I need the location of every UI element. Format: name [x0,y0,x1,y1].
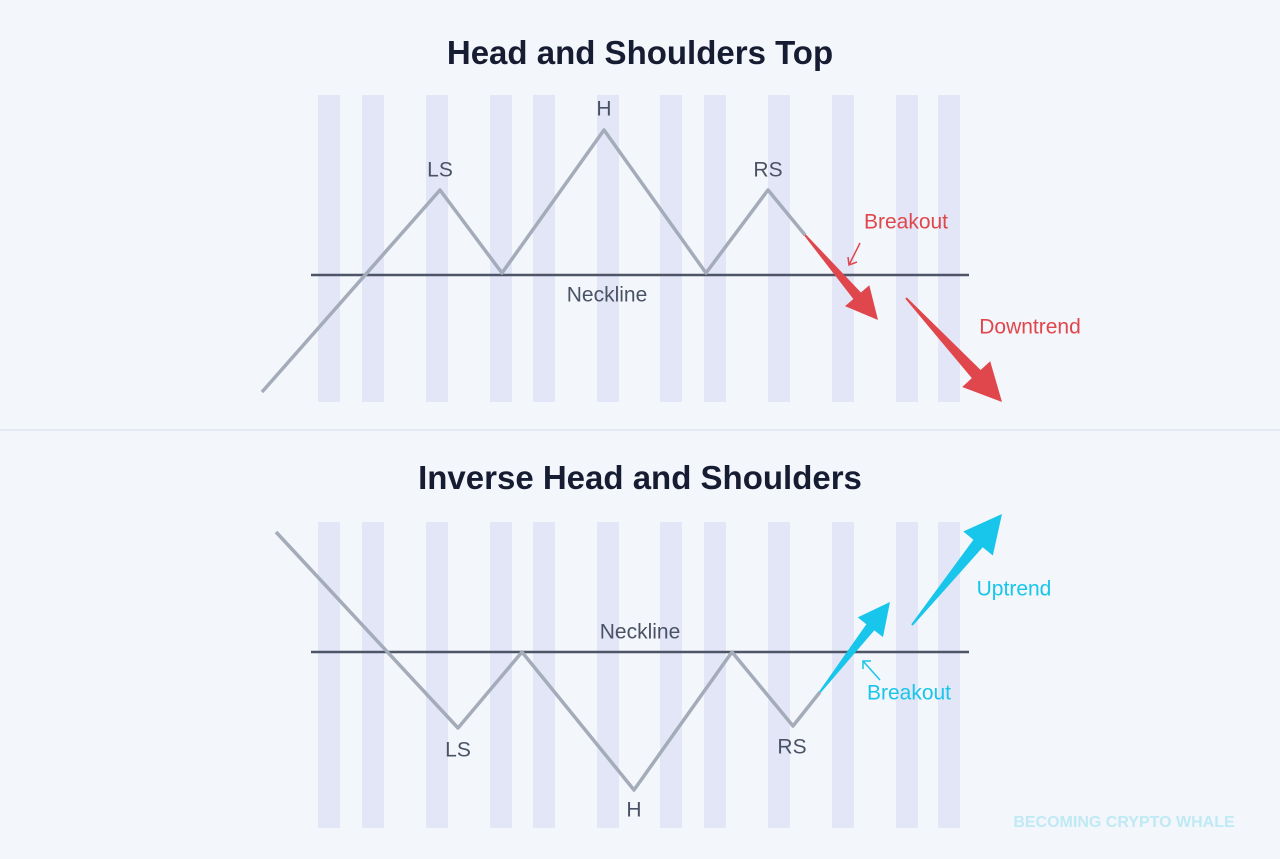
price-line [274,530,822,792]
pointer [847,256,858,267]
pointer [862,660,871,669]
stripe [362,95,384,402]
stripe [426,95,448,402]
stripe [660,522,682,828]
pointer [862,660,881,681]
stripe [938,522,960,828]
stripe [490,95,512,402]
stripe [597,522,619,828]
trend-arrow [905,297,1002,402]
title: Head and Shoulders Top [447,34,833,71]
stripe [768,95,790,402]
stripe [660,95,682,402]
stripe [533,522,555,828]
label: Neckline [600,621,681,644]
pointer [848,242,861,266]
price-line [260,128,807,394]
stripe [533,95,555,402]
stripe [362,522,384,828]
trend-arrow [804,234,878,320]
label: Neckline [567,284,648,307]
label: Breakout [864,211,948,234]
stripe [832,95,854,402]
stripe [704,95,726,402]
label: LS [445,739,471,762]
stripe [318,522,340,828]
background-stripes [318,95,960,828]
label: H [626,799,641,822]
title: Inverse Head and Shoulders [418,459,862,496]
stripe [318,95,340,402]
stripe [426,522,448,828]
stripe [597,95,619,402]
label: H [596,98,611,121]
trend-arrow [819,602,890,693]
label: RS [777,736,806,759]
stripe [896,95,918,402]
label: RS [753,159,782,182]
label: Uptrend [977,578,1052,601]
label: Breakout [867,682,951,705]
stripe [896,522,918,828]
stripe [938,95,960,402]
watermark: BECOMING CRYPTO WHALE [1013,814,1235,831]
stripe [832,522,854,828]
trend-arrow [911,514,1002,626]
label: LS [427,159,453,182]
stripe [768,522,790,828]
label: Downtrend [979,316,1081,339]
